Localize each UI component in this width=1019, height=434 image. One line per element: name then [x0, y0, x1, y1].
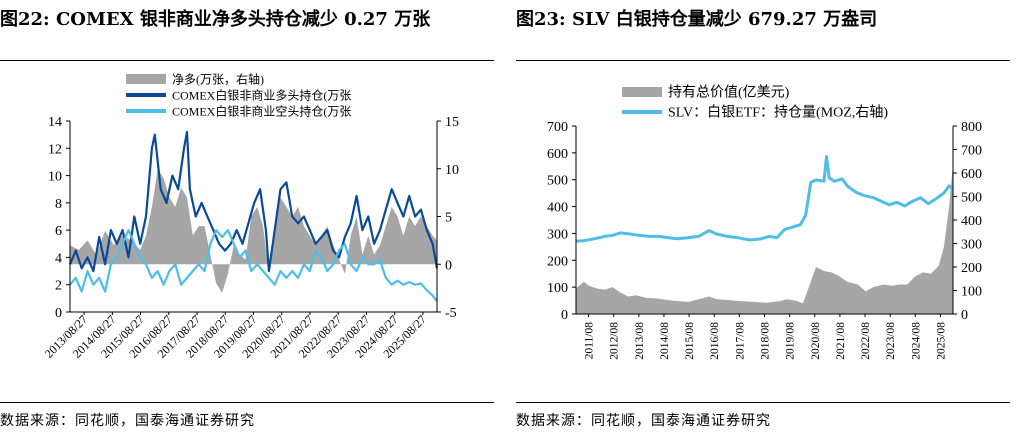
- figure-23: 图23: SLV 白银持仓量减少 679.27 万盎司 持有总价值(亿美元) SL…: [516, 0, 1010, 434]
- y-tick-label-left: 14: [48, 115, 62, 130]
- y-tick-label-right: 15: [445, 115, 459, 130]
- x-tick-label: 2024/08: [910, 322, 922, 360]
- x-tick-label: 2012/08: [609, 322, 621, 360]
- series-area-0: [70, 168, 437, 293]
- legend-label-1: COMEX白银非商业多头持仓(万张: [172, 88, 351, 103]
- y-tick-label-right: -5: [445, 306, 457, 321]
- y-tick-label-left: 400: [547, 201, 568, 216]
- y-tick-label-left: 600: [547, 147, 568, 162]
- y-tick-label-right: 800: [961, 120, 982, 135]
- y-tick-label-right: 600: [961, 167, 982, 182]
- y-tick-label-left: 200: [547, 254, 568, 269]
- y-tick-label-right: 400: [961, 214, 982, 229]
- x-tick-label: 2014/08: [659, 322, 671, 360]
- bottom-rule: [516, 402, 1010, 403]
- x-tick-label: 2015/08: [684, 322, 696, 360]
- x-tick-label: 2016/08: [709, 322, 721, 360]
- source-note: 数据来源：同花顺，国泰海通证券研究: [516, 413, 771, 429]
- y-tick-label-left: 700: [547, 120, 568, 135]
- x-tick-label: 2021/08: [835, 322, 847, 360]
- y-tick-label-left: 4: [55, 251, 62, 266]
- y-tick-label-left: 12: [48, 142, 62, 157]
- legend-label-0: 持有总价值(亿美元): [668, 85, 790, 101]
- top-rule: [516, 60, 1010, 61]
- x-tick-label: 2013/08: [634, 322, 646, 360]
- series-line-1: [68, 130, 439, 273]
- x-tick-label: 2017/08: [734, 322, 746, 360]
- x-tick-label: 2019/08: [785, 322, 797, 360]
- chart-23: 持有总价值(亿美元) SLV：白银ETF：持仓量(MOZ,右轴) 0 100 200 30…: [547, 85, 982, 360]
- legend-label-0: 净多(万张，右轴): [172, 72, 264, 87]
- x-tick-label: 2023/08: [885, 322, 897, 360]
- y-tick-label-left: 500: [547, 174, 568, 189]
- legend-swatch-0: [126, 74, 166, 84]
- series-line-2: [69, 229, 438, 302]
- series-area-0: [576, 163, 953, 314]
- series-line-1: [575, 155, 955, 243]
- source-note: 数据来源：同花顺，国泰海通证券研究: [0, 413, 255, 429]
- y-tick-label-right: 10: [445, 163, 459, 178]
- y-tick-label-left: 0: [561, 308, 568, 323]
- x-tick-label: 2011/08: [584, 322, 596, 360]
- figure-22: 图22: COMEX 银非商业净多头持仓减少 0.27 万张 净多(万张，右轴)…: [0, 0, 494, 434]
- y-tick-label-right: 100: [961, 285, 982, 300]
- bottom-rule: [0, 402, 494, 403]
- x-tick-label: 2025/08: [935, 322, 947, 360]
- y-tick-label-left: 10: [48, 170, 62, 185]
- y-tick-label-left: 8: [55, 197, 62, 212]
- x-tick-label: 2018/08: [760, 322, 772, 360]
- figure-title: 图22: COMEX 银非商业净多头持仓减少 0.27 万张: [0, 9, 431, 30]
- y-tick-label-left: 2: [55, 279, 62, 294]
- y-tick-label-right: 300: [961, 238, 982, 253]
- legend-label-1: SLV：白银ETF：持仓量(MOZ,右轴): [668, 105, 888, 121]
- y-tick-label-left: 100: [547, 281, 568, 296]
- y-tick-label-left: 0: [55, 306, 62, 321]
- y-tick-label-right: 700: [961, 144, 982, 159]
- x-tick-label: 2020/08: [810, 322, 822, 360]
- y-tick-label-right: 0: [961, 308, 968, 323]
- figure-title: 图23: SLV 白银持仓量减少 679.27 万盎司: [516, 9, 878, 30]
- y-tick-label-right: 500: [961, 191, 982, 206]
- legend-label-2: COMEX白银非商业空头持仓(万张: [172, 104, 351, 119]
- y-tick-label-right: 200: [961, 261, 982, 276]
- y-tick-label-left: 300: [547, 227, 568, 242]
- y-tick-label-right: 0: [445, 258, 452, 273]
- x-tick-label: 2022/08: [860, 322, 872, 360]
- y-tick-label-left: 6: [55, 224, 62, 239]
- y-tick-label-right: 5: [445, 211, 452, 226]
- top-rule: [0, 60, 494, 61]
- legend-swatch-0: [622, 87, 662, 97]
- chart-22: 净多(万张，右轴)COMEX白银非商业多头持仓(万张COMEX白银非商业空头持仓…: [42, 72, 459, 361]
